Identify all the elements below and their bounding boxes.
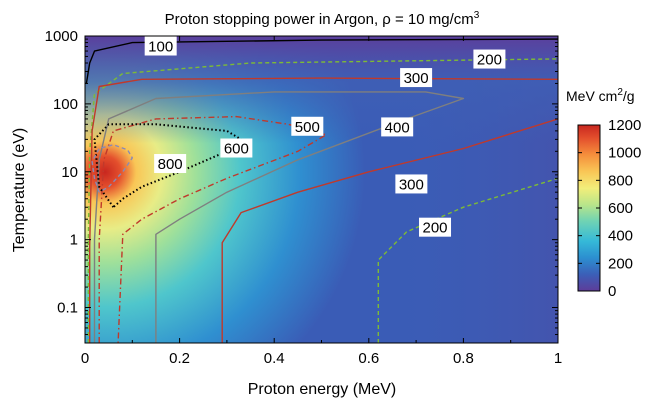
x-tick-label: 0.4 xyxy=(264,350,285,367)
contour-label-bg xyxy=(154,154,187,174)
contour-labels: 100 200 300 500 400 600 800 300 200 xyxy=(144,36,506,237)
x-tick-label: 0.8 xyxy=(453,350,474,367)
contour-800 xyxy=(91,144,133,193)
contour-label-text: 200 xyxy=(423,220,448,237)
x-tick-label: 0.6 xyxy=(358,350,379,367)
contour-label: 100 xyxy=(144,36,177,56)
colorbar-label: MeV cm2/g xyxy=(566,87,635,104)
contour-label-text: 400 xyxy=(385,119,410,136)
chart-title: Proton stopping power in Argon, ρ = 10 m… xyxy=(165,10,480,28)
heatmap-field xyxy=(85,36,558,343)
x-tick-label: 0 xyxy=(81,350,89,367)
contour-200 xyxy=(377,177,558,343)
x-tick-label: 1 xyxy=(554,350,562,367)
y-tick-label: 100 xyxy=(53,96,78,113)
contour-label-bg xyxy=(473,49,506,69)
y-axis-ticks: 0.1 1 10 100 1000 xyxy=(45,28,558,336)
colorbar-tick-label: 800 xyxy=(608,172,633,189)
contour-label: 500 xyxy=(291,116,324,136)
colorbar-tick-label: 1000 xyxy=(608,145,641,162)
contour-100 xyxy=(85,38,558,84)
y-tick-label: 0.1 xyxy=(57,300,78,317)
y-tick-label: 1000 xyxy=(45,28,78,45)
colorbar-ticks: 0 200 400 600 800 1000 1200 xyxy=(578,117,641,300)
contour-label: 300 xyxy=(400,68,433,88)
contour-label-text: 500 xyxy=(295,119,320,136)
y-axis-label: Temperature (eV) xyxy=(11,128,28,253)
contour-label-bg xyxy=(220,138,253,158)
contour-300 xyxy=(221,118,558,343)
colorbar-tick-label: 200 xyxy=(608,255,633,272)
contour-label-text: 300 xyxy=(404,70,429,87)
contour-600 xyxy=(93,123,243,208)
contour-label-bg xyxy=(395,174,428,194)
contour-label: 200 xyxy=(473,49,506,69)
contour-label-bg xyxy=(400,68,433,88)
y-tick-label: 10 xyxy=(61,164,78,181)
y-tick-label: 1 xyxy=(70,232,78,249)
colorbar-tick-label: 400 xyxy=(608,228,633,245)
colorbar-tick-label: 600 xyxy=(608,200,633,217)
contour-label-text: 600 xyxy=(224,141,249,158)
x-tick-label: 0.2 xyxy=(169,350,190,367)
contour-label-text: 200 xyxy=(477,52,502,69)
contour-label: 200 xyxy=(419,217,452,237)
contour-300 xyxy=(89,77,558,343)
x-axis-label: Proton energy (MeV) xyxy=(248,381,397,398)
colorbar-tick-label: 1200 xyxy=(608,117,641,134)
contour-label-bg xyxy=(291,116,324,136)
contour-label: 400 xyxy=(381,117,414,137)
contour-400 xyxy=(93,91,465,343)
x-axis-ticks: 0 0.2 0.4 0.6 0.8 1 xyxy=(81,36,562,367)
contour-label: 600 xyxy=(220,138,253,158)
contour-label-bg xyxy=(144,36,177,56)
contour-label: 800 xyxy=(154,154,187,174)
contour-label-text: 800 xyxy=(158,156,183,173)
contour-label-bg xyxy=(419,217,452,237)
contour-label-bg xyxy=(381,117,414,137)
contour-label-text: 100 xyxy=(148,39,173,56)
contour-label-text: 300 xyxy=(399,176,424,193)
contour-label: 300 xyxy=(395,174,428,194)
colorbar-tick-label: 0 xyxy=(608,283,616,300)
